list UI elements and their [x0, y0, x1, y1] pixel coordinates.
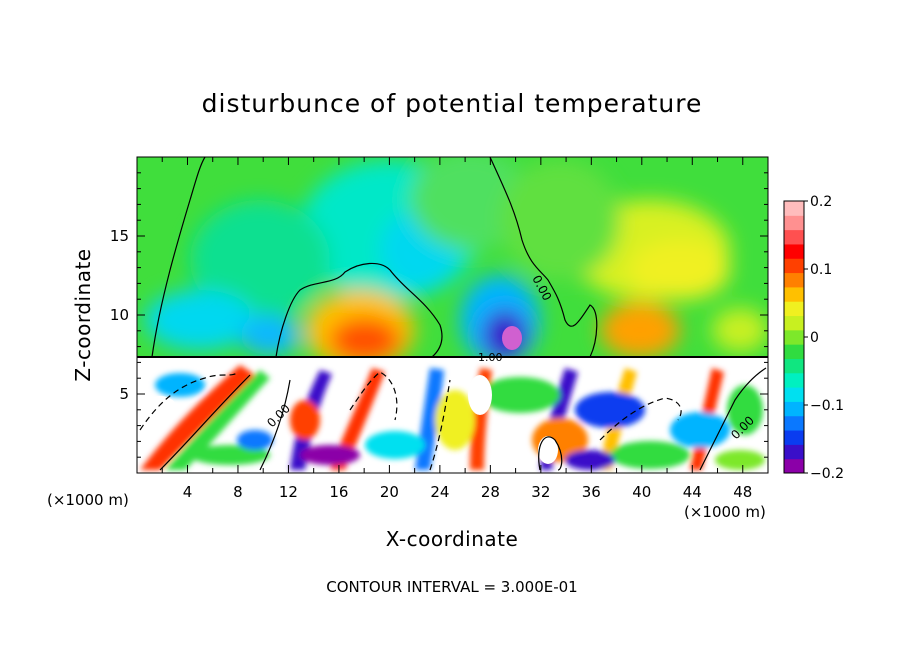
x-axis-label: X-coordinate [386, 527, 519, 551]
colorbar-cell [784, 329, 804, 345]
colorbar-cell [784, 215, 804, 231]
colorbar-cell [784, 358, 804, 374]
x-tick-label: 40 [632, 483, 651, 501]
x-tick-label: 20 [380, 483, 399, 501]
plot-area: 0.00 0.00 0.00 1.00 4 8 12 16 20 24 28 32 36 40 44… [110, 156, 769, 501]
colorbar-cell [784, 258, 804, 274]
x-unit-label-right: (×1000 m) [684, 503, 766, 521]
colorbar-cell [784, 243, 804, 259]
colorbar-cell [784, 458, 804, 474]
colorbar-tick-label: 0.2 [810, 194, 832, 210]
colorbar-cell [784, 272, 804, 288]
chart-title: disturbunce of potential temperature [202, 89, 703, 118]
x-tick-label: 44 [683, 483, 702, 501]
x-tick-label: 28 [481, 483, 500, 501]
y-tick-label: 10 [110, 306, 129, 324]
y-axis-label: Z-coordinate [71, 248, 95, 381]
contour-interval-note: CONTOUR INTERVAL = 3.000E-01 [326, 578, 577, 596]
colorbar-cell [784, 444, 804, 460]
colorbar-cell [784, 315, 804, 331]
x-tick-label: 12 [279, 483, 298, 501]
colorbar-cell [784, 387, 804, 402]
x-tick-label: 36 [582, 483, 601, 501]
colorbar-cell [784, 430, 804, 445]
colorbar-cell [784, 372, 804, 388]
y-tick-label: 15 [110, 227, 129, 245]
colorbar-tick-label: −0.2 [810, 466, 844, 482]
x-tick-label: 48 [733, 483, 752, 501]
x-tick-label: 4 [183, 483, 193, 501]
contour-label: 1.00 [478, 351, 503, 364]
lower-field [137, 357, 768, 473]
x-tick-label: 16 [329, 483, 348, 501]
colorbar-cell [784, 301, 804, 317]
colorbar-tick-label: 0 [810, 330, 819, 346]
x-unit-label: (×1000 m) [47, 491, 129, 509]
x-tick-label: 32 [531, 483, 550, 501]
contour-lines [139, 157, 767, 471]
colorbar-tick-label: 0.1 [810, 262, 832, 278]
colorbar-cell [784, 344, 804, 359]
y-axis: 5 10 15 [110, 172, 768, 458]
colorbar-cell [784, 201, 804, 216]
x-tick-label: 8 [233, 483, 243, 501]
y-tick-label: 5 [119, 385, 129, 403]
colorbar-tick-label: −0.1 [810, 398, 844, 414]
x-axis: 4 8 12 16 20 24 28 32 36 40 44 48 [161, 157, 752, 501]
colorbar-cell [784, 415, 804, 431]
colorbar-cell [784, 229, 804, 245]
colorbar-cell [784, 401, 804, 417]
x-tick-label: 24 [430, 483, 449, 501]
colorbar-cell [784, 286, 804, 302]
colorbar: 0.2 0.1 0 −0.1 −0.2 [783, 194, 844, 482]
